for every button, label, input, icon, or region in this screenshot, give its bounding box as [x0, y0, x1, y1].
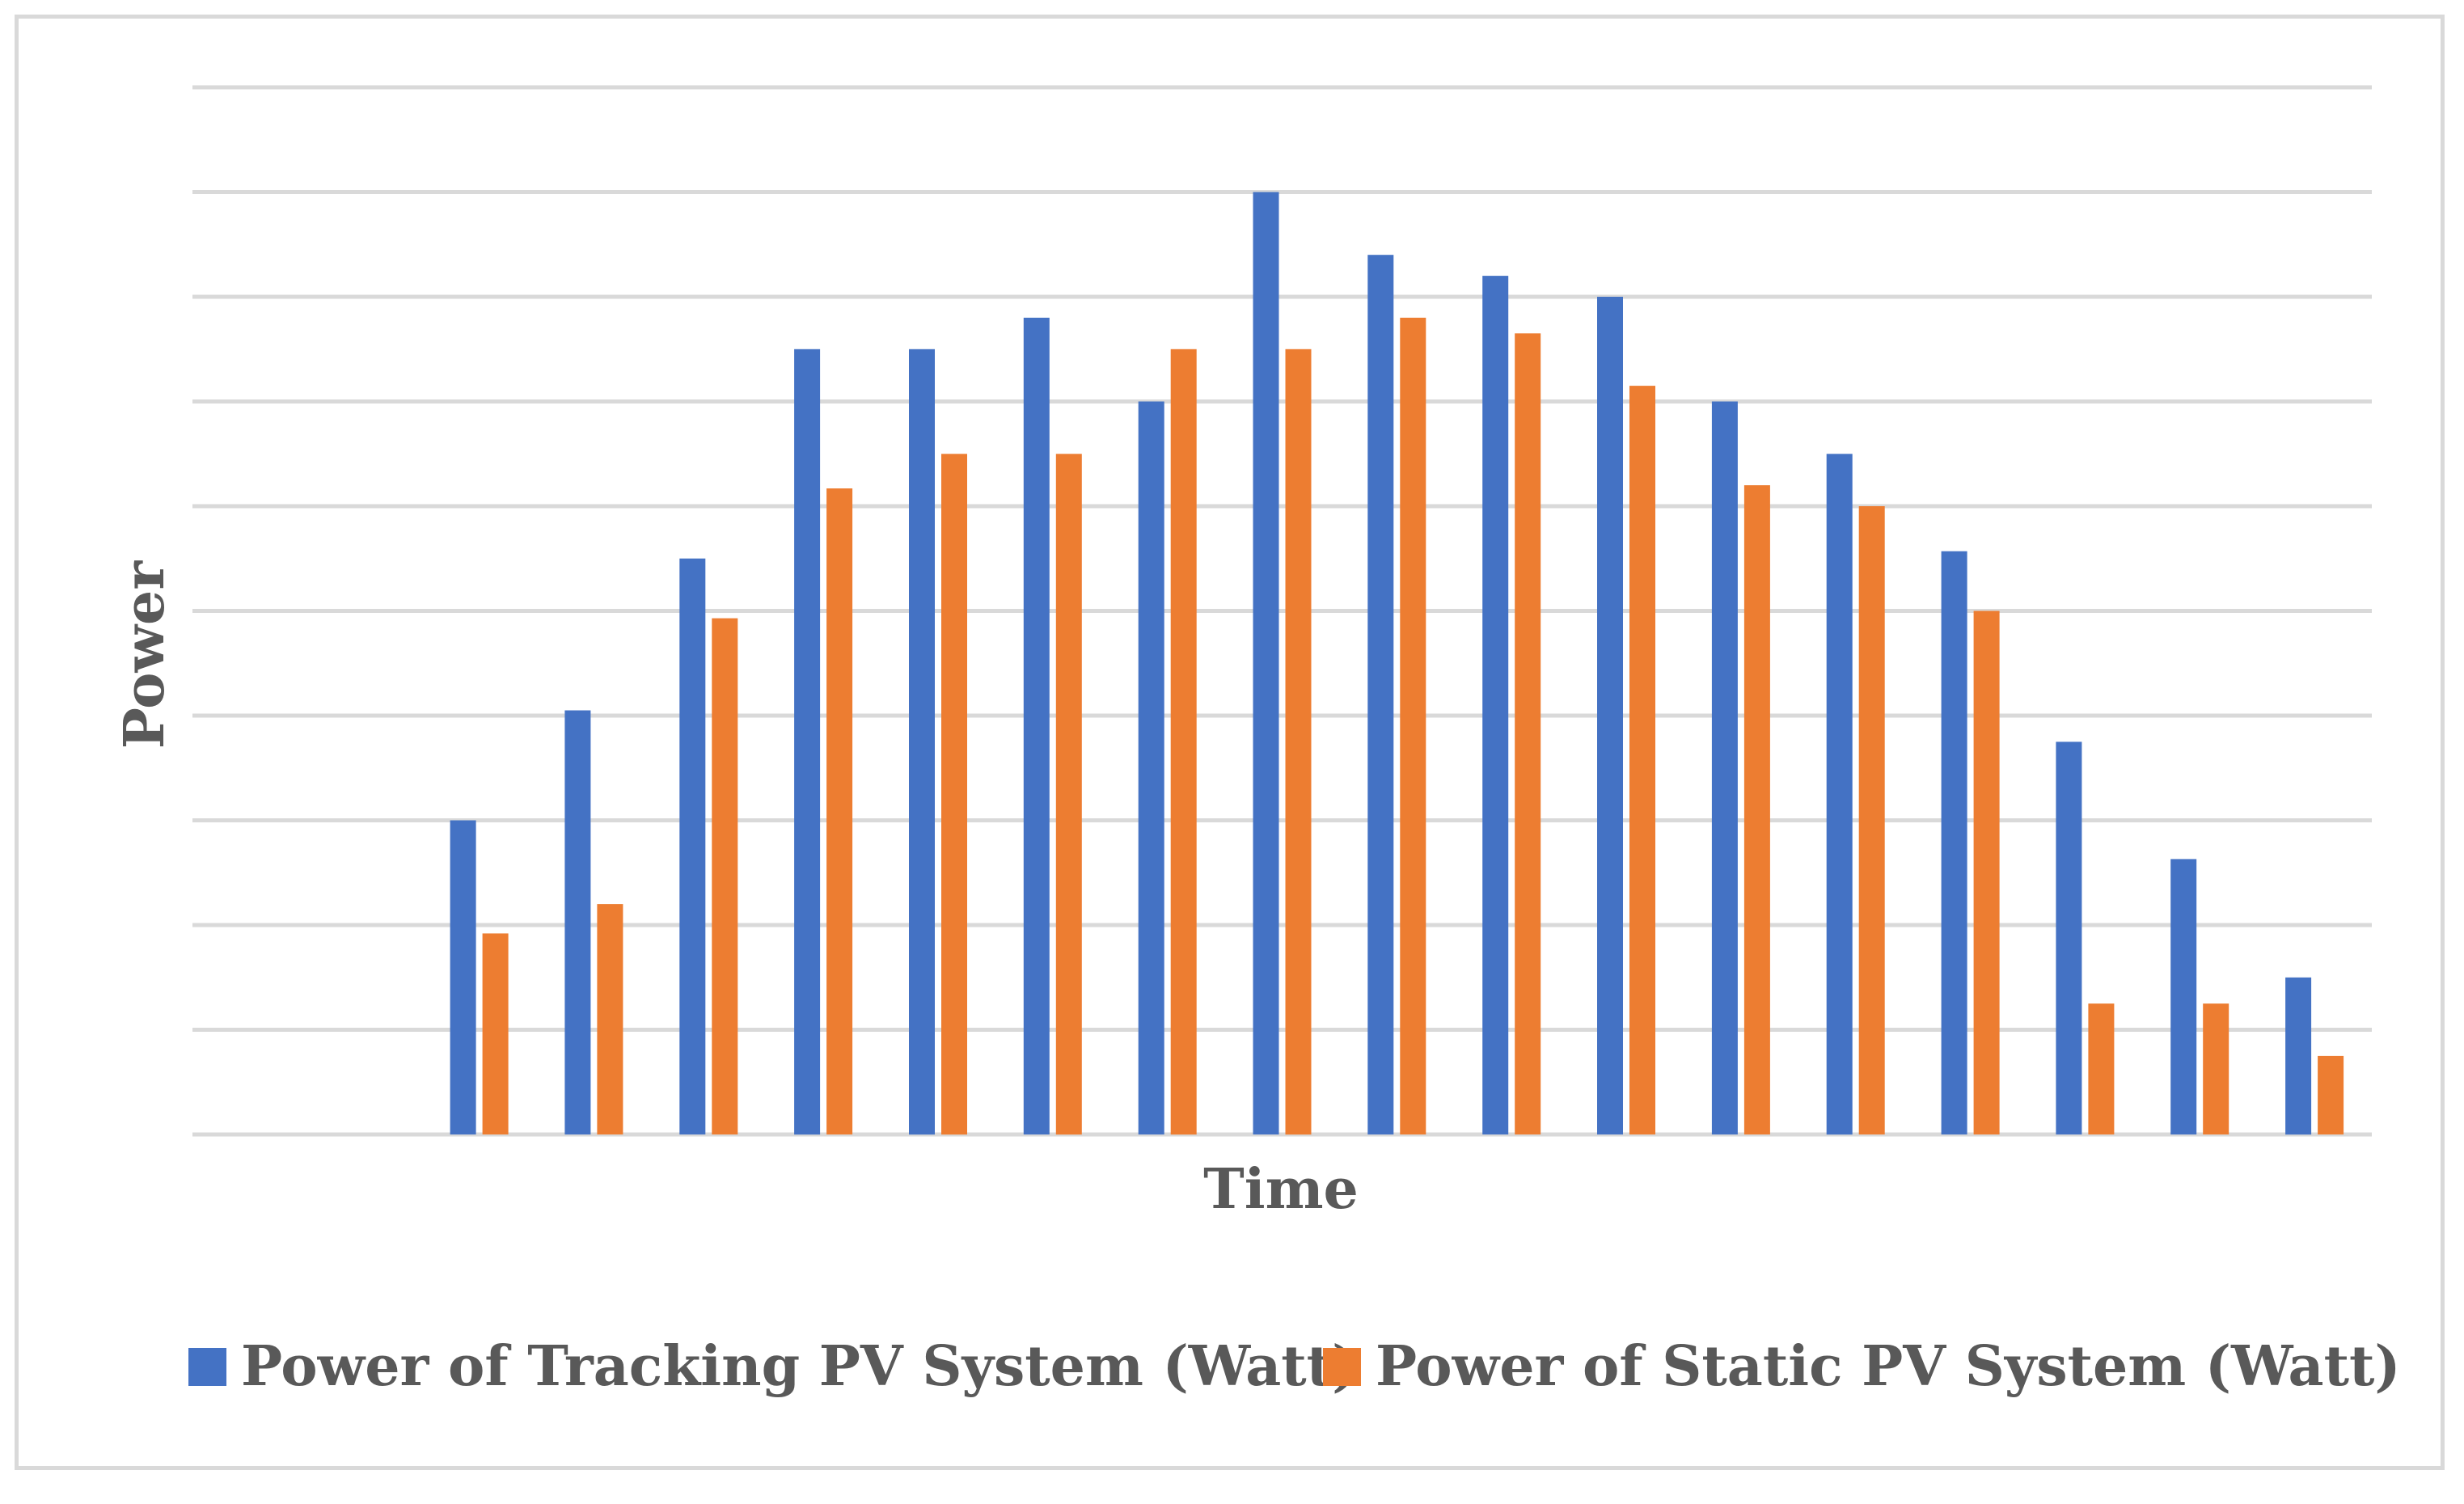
- bar-tracking-17[interactable]: [2056, 741, 2082, 1134]
- bars: [450, 192, 2344, 1135]
- bar-tracking-11[interactable]: [1367, 255, 1394, 1135]
- bar-tracking-16[interactable]: [1941, 551, 1967, 1134]
- y-axis-title: Power: [112, 560, 177, 749]
- bar-tracking-5[interactable]: [679, 558, 706, 1134]
- bar-tracking-7[interactable]: [909, 349, 935, 1135]
- legend-item-static[interactable]: Power of Static PV System (Watt): [1323, 1334, 2401, 1399]
- legend-item-tracking[interactable]: Power of Tracking PV System (Watt): [188, 1334, 1358, 1399]
- bar-static-6[interactable]: [826, 488, 853, 1134]
- bar-tracking-14[interactable]: [1711, 401, 1738, 1135]
- bar-static-9[interactable]: [1170, 349, 1197, 1135]
- legend-swatch-static: [1323, 1348, 1361, 1386]
- bar-static-8[interactable]: [1055, 454, 1082, 1135]
- chart-frame: [15, 15, 2445, 1470]
- bar-tracking-10[interactable]: [1253, 192, 1279, 1135]
- bar-static-3[interactable]: [482, 933, 509, 1134]
- legend[interactable]: Power of Tracking PV System (Watt) Power…: [188, 1334, 2401, 1399]
- legend-label-tracking: Power of Tracking PV System (Watt): [241, 1334, 1358, 1399]
- bar-static-12[interactable]: [1515, 333, 1541, 1134]
- bar-static-10[interactable]: [1285, 349, 1312, 1135]
- bar-tracking-3[interactable]: [450, 820, 476, 1135]
- bar-tracking-19[interactable]: [2285, 977, 2312, 1135]
- bar-static-16[interactable]: [1973, 610, 2000, 1135]
- bar-tracking-8[interactable]: [1023, 317, 1050, 1134]
- bar-tracking-13[interactable]: [1597, 297, 1623, 1134]
- bar-tracking-12[interactable]: [1482, 276, 1509, 1135]
- bar-static-13[interactable]: [1629, 386, 1655, 1135]
- bar-static-19[interactable]: [2318, 1055, 2344, 1134]
- bar-static-11[interactable]: [1400, 317, 1426, 1134]
- legend-label-static: Power of Static PV System (Watt): [1376, 1334, 2401, 1399]
- bar-static-5[interactable]: [712, 618, 738, 1134]
- bar-tracking-4[interactable]: [564, 710, 591, 1135]
- bar-static-18[interactable]: [2203, 1003, 2229, 1134]
- bar-tracking-15[interactable]: [1826, 454, 1853, 1135]
- bar-static-4[interactable]: [597, 904, 623, 1134]
- gridlines: [192, 85, 2372, 1137]
- bar-static-17[interactable]: [2088, 1003, 2115, 1134]
- bar-static-15[interactable]: [1858, 506, 1885, 1134]
- bar-tracking-9[interactable]: [1138, 401, 1164, 1135]
- x-axis-title: Time: [1203, 1157, 1359, 1222]
- bar-static-14[interactable]: [1743, 485, 1770, 1134]
- bar-static-7[interactable]: [941, 454, 967, 1135]
- bar-tracking-6[interactable]: [794, 349, 821, 1135]
- bar-tracking-18[interactable]: [2170, 859, 2197, 1134]
- legend-swatch-tracking: [188, 1348, 226, 1386]
